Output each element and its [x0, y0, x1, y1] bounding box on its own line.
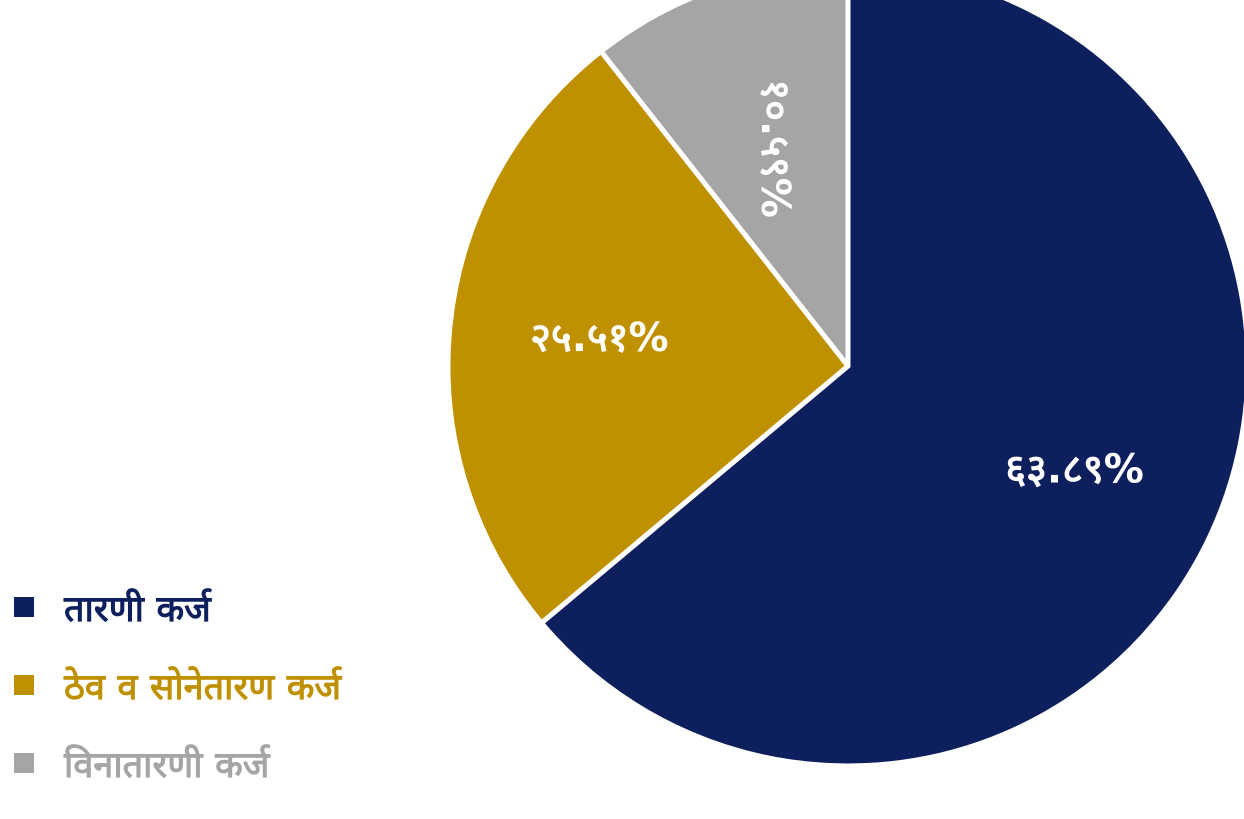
legend-item-secured-loan: तारणी कर्ज [14, 568, 341, 646]
pie-slice-deposit-gold-loan [445, 48, 851, 626]
slice-label-secured-loan: ६३.८९% [1005, 447, 1143, 493]
legend-swatch-unsecured-loan [14, 753, 34, 773]
legend: तारणी कर्ज ठेव व सोनेतारण कर्ज विनातारणी… [14, 568, 341, 802]
legend-swatch-deposit-gold-loan [14, 675, 34, 695]
legend-swatch-secured-loan [14, 597, 34, 617]
legend-label-deposit-gold-loan: ठेव व सोनेतारण कर्ज [64, 666, 342, 708]
legend-label-secured-loan: तारणी कर्ज [64, 588, 211, 630]
legend-label-unsecured-loan: विनातारणी कर्ज [64, 744, 270, 786]
legend-item-unsecured-loan: विनातारणी कर्ज [14, 724, 341, 802]
legend-item-deposit-gold-loan: ठेव व सोनेतारण कर्ज [14, 646, 341, 724]
slice-label-unsecured-loan: १०.५९% [752, 79, 798, 217]
slice-label-deposit-gold-loan: २५.५१% [530, 315, 668, 361]
pie-slice-unsecured-loan [598, 0, 851, 369]
pie-slice-secured-loan [538, 0, 1244, 769]
